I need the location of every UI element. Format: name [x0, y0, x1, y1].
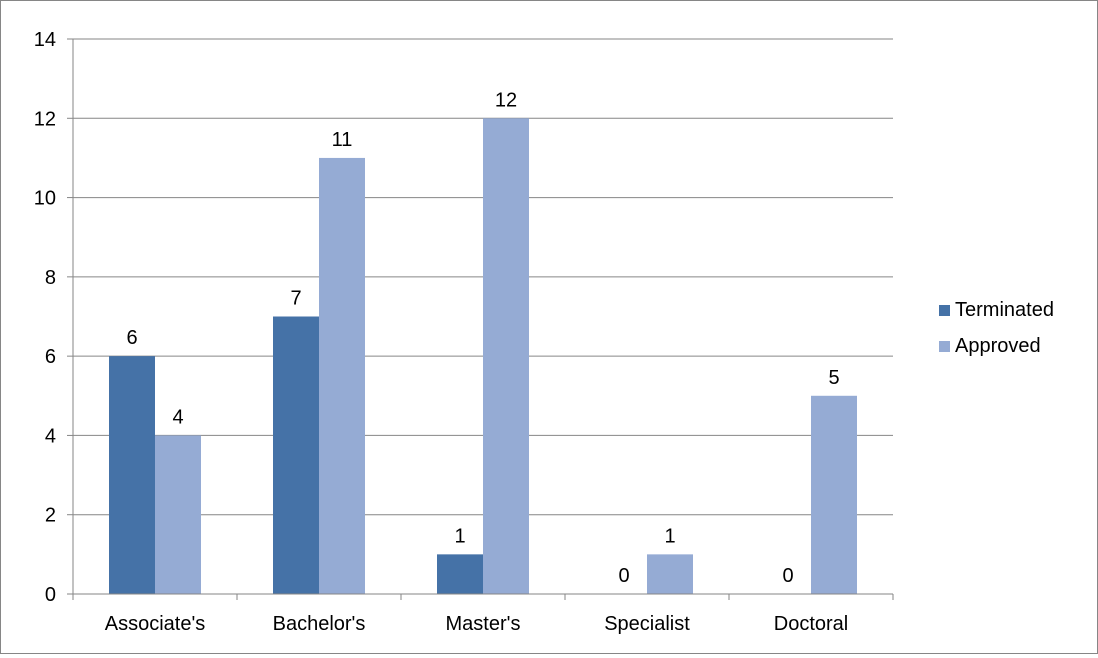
- x-tick-label-0: Associate's: [105, 613, 206, 635]
- x-tick-label-4: Doctoral: [774, 613, 848, 635]
- bar-approved-0: [155, 435, 201, 594]
- y-tick-label-8: 8: [45, 267, 56, 289]
- data-label-approved-1: 11: [332, 129, 353, 151]
- data-label-approved-2: 12: [495, 89, 517, 111]
- y-tick-label-4: 4: [45, 425, 56, 447]
- data-label-approved-0: 4: [172, 406, 183, 428]
- legend: Terminated Approved: [939, 297, 1054, 369]
- x-tick-label-1: Bachelor's: [273, 613, 366, 635]
- data-label-approved-3: 1: [664, 525, 675, 547]
- y-tick-label-0: 0: [45, 584, 56, 606]
- x-tick-label-2: Master's: [446, 613, 521, 635]
- y-tick-label-14: 14: [34, 29, 56, 51]
- bar-approved-1: [319, 157, 365, 594]
- bars: [109, 118, 857, 595]
- bar-approved-4: [811, 395, 857, 594]
- data-label-approved-4: 5: [828, 367, 839, 389]
- y-tick-label-2: 2: [45, 505, 56, 527]
- data-label-terminated-3: 0: [618, 565, 629, 587]
- x-tick-label-3: Specialist: [604, 613, 690, 635]
- legend-swatch-terminated: [939, 304, 950, 316]
- bar-approved-2: [483, 118, 529, 595]
- bar-terminated-2: [437, 554, 483, 594]
- bar-terminated-0: [109, 356, 155, 594]
- bar-terminated-1: [273, 316, 319, 594]
- legend-label-terminated: Terminated: [955, 298, 1054, 321]
- legend-label-approved: Approved: [955, 334, 1041, 357]
- y-tick-label-6: 6: [45, 346, 56, 368]
- legend-swatch-approved: [939, 340, 950, 352]
- data-label-terminated-2: 1: [454, 525, 465, 547]
- y-tick-label-10: 10: [34, 188, 56, 210]
- legend-item-terminated: Terminated: [939, 297, 1054, 323]
- data-label-terminated-4: 0: [782, 565, 793, 587]
- data-label-terminated-1: 7: [290, 288, 301, 310]
- legend-item-approved: Approved: [939, 333, 1054, 359]
- y-tick-label-12: 12: [34, 108, 56, 130]
- data-label-terminated-0: 6: [126, 327, 137, 349]
- bar-approved-3: [647, 554, 693, 594]
